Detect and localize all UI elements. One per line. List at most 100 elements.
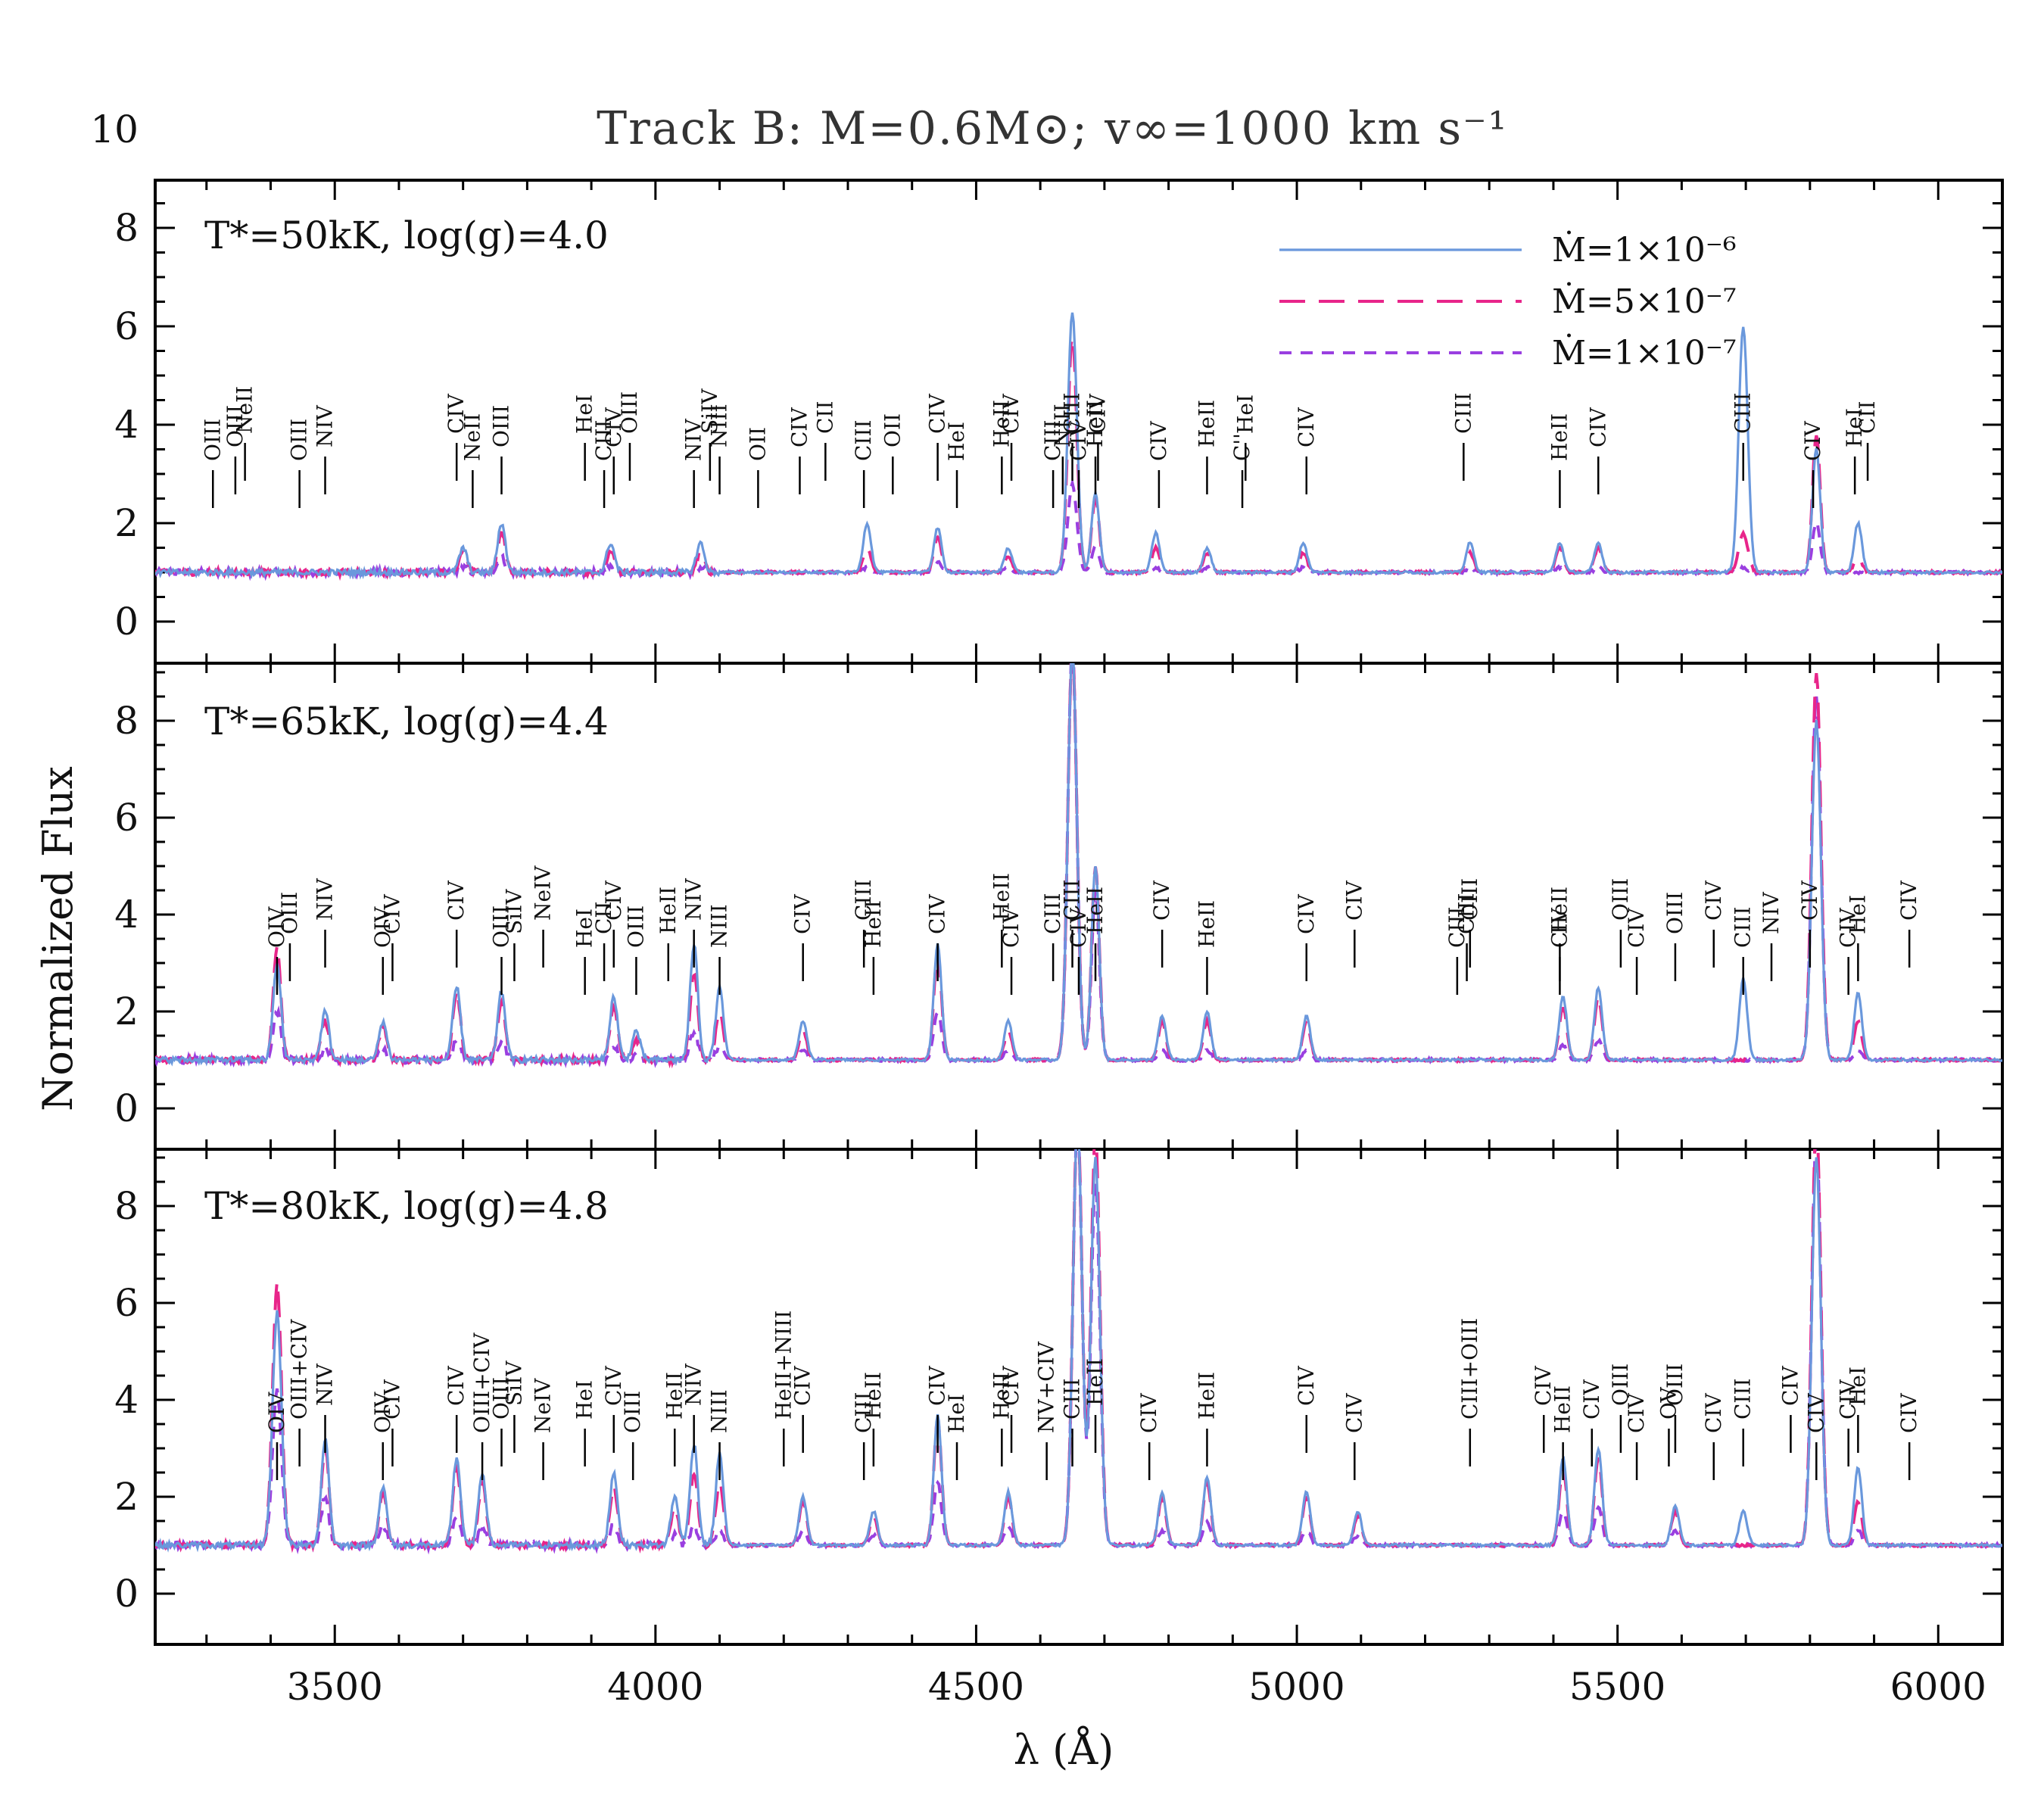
x-tick-label: 4500: [928, 1665, 1024, 1709]
line-id-label: CIV: [444, 394, 469, 434]
panel-label: T*=65kK, log(g)=4.4: [204, 700, 609, 743]
chart-title: Track B: M=0.6M⊙; v∞=1000 km s⁻¹: [597, 102, 1508, 155]
line-id-label: CIII: [1040, 419, 1065, 461]
line-id-label: OIII: [277, 892, 302, 934]
line-id-label: NIV: [681, 877, 706, 921]
line-id-label: CIII: [851, 1392, 876, 1433]
line-id-label: OIII: [617, 391, 642, 434]
line-id-label: CIV: [1836, 1379, 1861, 1420]
line-id-label: OIII: [1608, 878, 1633, 921]
line-id-label: HeI: [1845, 895, 1870, 934]
y-tick-label: 2: [114, 1475, 139, 1519]
y-tick-label: 0: [114, 600, 139, 644]
line-id-label: OV: [1656, 1387, 1681, 1420]
line-id-label: HeII: [1083, 887, 1108, 934]
line-id-label: SiIV: [501, 889, 526, 934]
line-id-label: HeII: [989, 400, 1014, 447]
line-id-label: CIV: [1149, 880, 1174, 921]
line-id-label: CIV: [1896, 880, 1921, 921]
line-id-label: CIV: [1294, 894, 1319, 934]
line-id-label: OII: [745, 427, 770, 461]
line-id-label: CIV: [1836, 908, 1861, 948]
line-id-label: CIV: [601, 880, 626, 921]
line-id-label: CIII: [1060, 879, 1085, 921]
line-id-label: HeI: [944, 422, 969, 461]
line-id-label: HeI: [1842, 408, 1867, 447]
panel-label: T*=50kK, log(g)=4.0: [204, 213, 609, 257]
y-tick-label: 2: [114, 990, 139, 1033]
line-id-label: CIV: [1585, 407, 1610, 447]
line-id-label: SiIV: [501, 1360, 526, 1406]
line-id-label: CIV: [1797, 880, 1822, 921]
line-id-label: HeII: [662, 1372, 687, 1420]
line-id-label: CIV: [1341, 880, 1366, 921]
line-id-label: CIV: [1294, 407, 1319, 447]
line-id-label: CIV: [1624, 908, 1649, 948]
line-id-label: CIV: [1146, 421, 1171, 461]
line-id-label: CIV: [601, 407, 626, 447]
line-id-label: HeII: [1547, 413, 1572, 461]
line-id-label: HeII: [1550, 1385, 1575, 1433]
y-tick-label: 4: [114, 403, 139, 447]
line-id-label: CIV: [1579, 1379, 1604, 1420]
y-tick-label: 8: [114, 1184, 139, 1228]
line-id-label: OIV: [370, 906, 395, 948]
series-1-line: [155, 1149, 2002, 1553]
line-id-label: OIV: [370, 1392, 395, 1433]
line-id-label: SiIV: [697, 388, 722, 434]
line-id-label: CIV: [1066, 421, 1091, 461]
line-id-label: OIII: [223, 405, 248, 447]
y-tick-label: 6: [114, 796, 139, 840]
y-axis-title: Normalized Flux: [34, 766, 82, 1111]
line-id-label: HeII: [656, 887, 681, 934]
x-tick-label: 6000: [1890, 1665, 1986, 1709]
line-id-label: HeI: [572, 394, 597, 434]
spectra: [155, 663, 2002, 1069]
line-id-label: HeI: [944, 1394, 969, 1433]
y-tick-label: 10: [90, 108, 139, 151]
line-id-label: NeII: [460, 413, 485, 461]
y-tick-label: 0: [114, 1572, 139, 1616]
line-id-label: CIV: [1341, 1393, 1366, 1433]
line-id-label: HeII: [861, 900, 886, 948]
line-id-label: HeII: [1194, 900, 1219, 948]
line-id-label: HeII+NIII: [771, 1311, 796, 1420]
line-id-label: NIII: [707, 904, 732, 948]
line-id-label: CIII: [1731, 1378, 1756, 1420]
line-id-label: CIII: [1060, 392, 1085, 434]
line-id-label: CIV: [1778, 1366, 1803, 1406]
line-id-label: NeII: [232, 386, 257, 434]
line-id-label: OIV: [264, 1392, 289, 1433]
x-tick-label: 5500: [1569, 1665, 1665, 1709]
x-tick-label: 3500: [287, 1665, 383, 1709]
line-id-label: CIII: [1040, 893, 1065, 934]
line-id-label: OIII: [623, 905, 648, 948]
line-id-label: CIV: [999, 1366, 1024, 1406]
line-id-label: CIV: [444, 1366, 469, 1406]
line-id-label: OIII: [489, 1377, 514, 1420]
line-id-label: CIV: [379, 1379, 404, 1420]
line-id-label: CIV: [1136, 1393, 1161, 1433]
line-id-label: CIII: [591, 419, 616, 461]
line-id-label: NIV: [1759, 891, 1784, 934]
line-id-label: CIII: [851, 419, 876, 461]
line-id-label: HeI: [572, 908, 597, 948]
y-tick-label: 2: [114, 501, 139, 545]
line-id-label: CII: [591, 901, 616, 934]
line-id-label: OIII: [489, 905, 514, 948]
y-tick-label: 8: [114, 206, 139, 250]
line-id-label: CIV: [1701, 1393, 1726, 1433]
line-id-label: HeII: [989, 873, 1014, 921]
y-tick-label: 0: [114, 1086, 139, 1130]
x-tick-label: 4000: [607, 1665, 703, 1709]
line-id-label: CIV: [444, 880, 469, 921]
spectra: [155, 1149, 2002, 1555]
line-id-label: OII: [880, 413, 905, 447]
line-id-label: NIV: [313, 877, 338, 921]
